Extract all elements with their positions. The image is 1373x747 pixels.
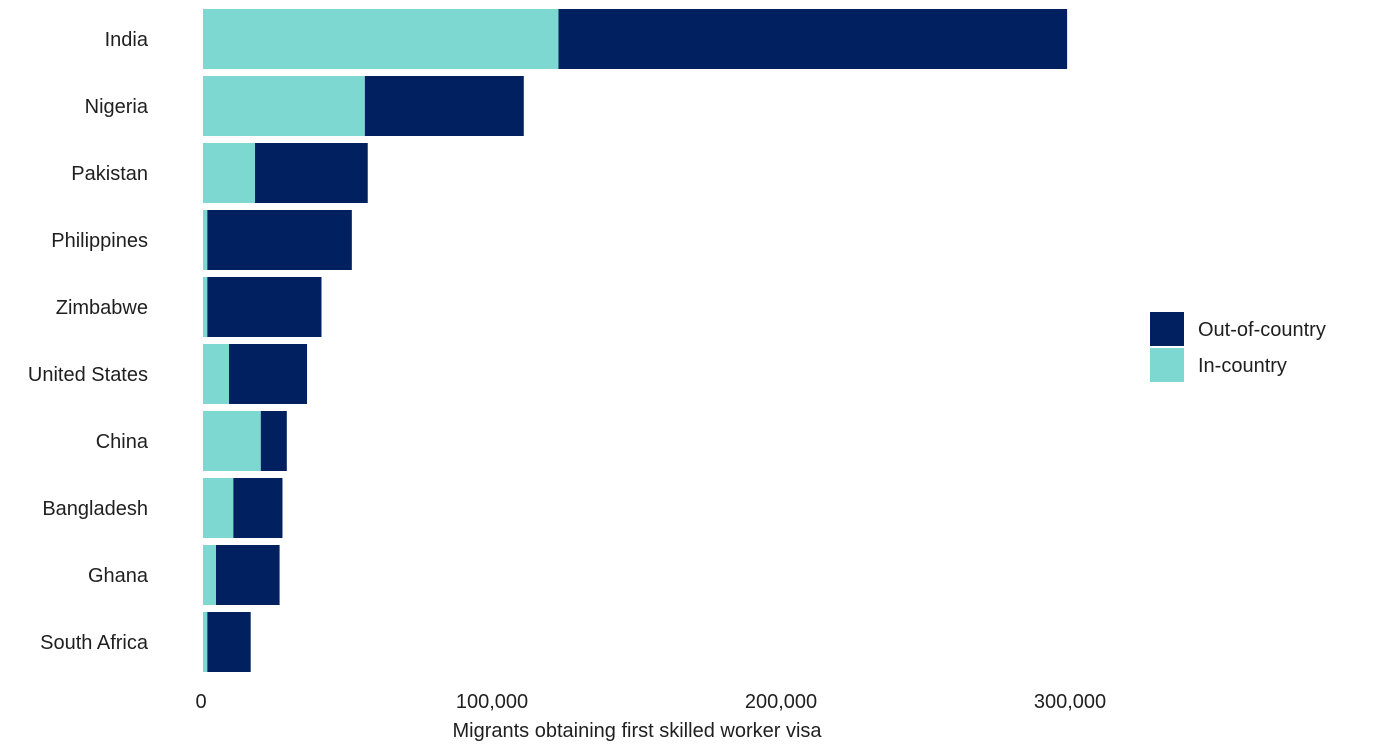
- x-tick-label: 100,000: [456, 691, 528, 713]
- bar-in-country-china: [203, 411, 261, 471]
- bar-in-country-united-states: [203, 344, 230, 404]
- legend-swatch-in-country: [1150, 348, 1184, 382]
- bar-in-country-pakistan: [203, 143, 256, 203]
- bar-out-of-country-pakistan: [255, 143, 368, 203]
- x-tick-label: 200,000: [745, 691, 817, 713]
- bar-out-of-country-china: [260, 411, 287, 471]
- legend-swatch-out-of-country: [1150, 312, 1184, 346]
- x-axis-title: Migrants obtaining first skilled worker …: [452, 720, 822, 742]
- bar-out-of-country-united-states: [229, 344, 308, 404]
- bar-in-country-zimbabwe: [203, 277, 208, 337]
- bar-in-country-south-africa: [203, 612, 208, 672]
- bar-out-of-country-india: [558, 9, 1068, 69]
- legend: Out-of-country In-country: [1150, 312, 1326, 382]
- bar-out-of-country-bangladesh: [233, 478, 283, 538]
- category-label-united-states: United States: [28, 364, 148, 386]
- category-label-ghana: Ghana: [88, 565, 149, 587]
- x-tick-label: 0: [195, 691, 206, 713]
- category-label-philippines: Philippines: [51, 230, 148, 252]
- category-labels: India Nigeria Pakistan Philippines Zimbabwe U…: [28, 29, 149, 654]
- bar-in-country-bangladesh: [203, 478, 234, 538]
- x-tick-label: 300,000: [1034, 691, 1106, 713]
- category-label-china: China: [96, 431, 149, 453]
- category-label-zimbabwe: Zimbabwe: [56, 297, 148, 319]
- bar-out-of-country-south-africa: [207, 612, 251, 672]
- bar-in-country-philippines: [203, 210, 208, 270]
- bar-out-of-country-philippines: [207, 210, 352, 270]
- category-label-nigeria: Nigeria: [85, 96, 149, 118]
- bar-out-of-country-ghana: [216, 545, 280, 605]
- legend-label-out-of-country: Out-of-country: [1198, 319, 1326, 341]
- category-label-pakistan: Pakistan: [71, 163, 148, 185]
- x-axis-ticks: 0 100,000 200,000 300,000: [195, 691, 1106, 713]
- category-label-south-africa: South Africa: [40, 632, 149, 654]
- bar-in-country-nigeria: [203, 76, 365, 136]
- category-label-india: India: [105, 29, 149, 51]
- bars-layer: [203, 9, 1068, 672]
- bar-in-country-india: [203, 9, 559, 69]
- bar-out-of-country-zimbabwe: [207, 277, 322, 337]
- category-label-bangladesh: Bangladesh: [42, 498, 148, 520]
- bar-in-country-ghana: [203, 545, 217, 605]
- bar-out-of-country-nigeria: [364, 76, 524, 136]
- legend-label-in-country: In-country: [1198, 355, 1287, 377]
